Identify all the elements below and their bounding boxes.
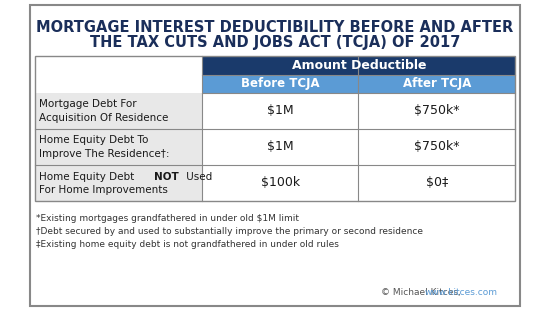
Text: Home Equity Debt: Home Equity Debt [39, 172, 138, 182]
Text: Home Equity Debt To
Improve The Residence†:: Home Equity Debt To Improve The Residenc… [39, 135, 169, 159]
FancyBboxPatch shape [35, 93, 202, 129]
FancyBboxPatch shape [202, 56, 515, 75]
Text: Used: Used [183, 172, 213, 182]
Text: $750k*: $750k* [414, 141, 460, 154]
Text: Mortgage Debt For
Acquisition Of Residence: Mortgage Debt For Acquisition Of Residen… [39, 100, 168, 123]
Text: www.kitces.com: www.kitces.com [425, 288, 498, 297]
Text: $0‡: $0‡ [426, 177, 448, 189]
FancyBboxPatch shape [359, 75, 515, 93]
Text: *Existing mortgages grandfathered in under old $1M limit: *Existing mortgages grandfathered in und… [36, 214, 299, 223]
FancyBboxPatch shape [35, 129, 202, 165]
Text: $1M: $1M [267, 141, 294, 154]
Text: © Michael Kitces,: © Michael Kitces, [381, 288, 461, 297]
Text: After TCJA: After TCJA [403, 77, 471, 91]
FancyBboxPatch shape [202, 165, 359, 201]
Text: †Debt secured by and used to substantially improve the primary or second residen: †Debt secured by and used to substantial… [36, 227, 424, 236]
FancyBboxPatch shape [202, 129, 359, 165]
Text: NOT: NOT [155, 172, 179, 182]
FancyBboxPatch shape [359, 129, 515, 165]
FancyBboxPatch shape [30, 5, 520, 306]
Text: $100k: $100k [261, 177, 300, 189]
Text: THE TAX CUTS AND JOBS ACT (TCJA) OF 2017: THE TAX CUTS AND JOBS ACT (TCJA) OF 2017 [90, 35, 460, 50]
Text: Amount Deductible: Amount Deductible [292, 59, 426, 72]
FancyBboxPatch shape [35, 165, 202, 201]
Text: ‡Existing home equity debt is not grandfathered in under old rules: ‡Existing home equity debt is not grandf… [36, 240, 339, 249]
Text: MORTGAGE INTEREST DEDUCTIBILITY BEFORE AND AFTER: MORTGAGE INTEREST DEDUCTIBILITY BEFORE A… [36, 20, 514, 35]
FancyBboxPatch shape [202, 93, 359, 129]
FancyBboxPatch shape [359, 93, 515, 129]
Text: Before TCJA: Before TCJA [241, 77, 320, 91]
Text: $750k*: $750k* [414, 104, 460, 118]
FancyBboxPatch shape [202, 75, 359, 93]
Text: For Home Improvements: For Home Improvements [39, 185, 168, 195]
Text: $1M: $1M [267, 104, 294, 118]
FancyBboxPatch shape [359, 165, 515, 201]
